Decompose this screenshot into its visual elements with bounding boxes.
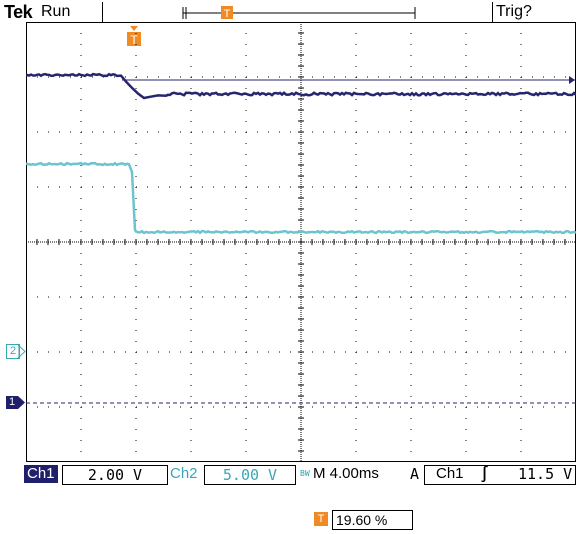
graticule xyxy=(26,22,576,462)
divider xyxy=(492,2,493,22)
trigger-level: 11.5 V xyxy=(518,465,572,483)
trigger-position-icon: T xyxy=(314,512,328,526)
scope-display xyxy=(26,22,576,462)
ch1-marker-arrow-icon xyxy=(18,396,26,409)
trigger-mode[interactable]: A xyxy=(410,465,419,483)
ch1-scale[interactable]: 2.00 V xyxy=(62,465,168,485)
trigger-level-arrow-icon xyxy=(569,76,575,84)
trigger-status: Trig? xyxy=(496,3,532,21)
divider xyxy=(102,2,103,22)
ch2-scale[interactable]: 5.00 V xyxy=(204,465,296,485)
ch1-ground-marker-icon[interactable]: 1 xyxy=(6,396,18,409)
timebase[interactable]: M 4.00ms xyxy=(313,465,379,483)
trigger-position-value: 19.60 % xyxy=(332,510,413,530)
ch2-marker-label: 2 xyxy=(10,345,16,357)
trigger-source: Ch1 xyxy=(436,465,464,483)
svg-text:T: T xyxy=(224,8,231,20)
brand-logo: Tek xyxy=(4,2,32,23)
status-bar: Ch1 2.00 V Ch2 5.00 V BW M 4.00ms A Ch1 … xyxy=(24,465,576,485)
top-bar: Tek Run T Trig? xyxy=(0,0,582,24)
bandwidth-limit-indicator: BW xyxy=(300,469,310,478)
trigger-position-marker: T xyxy=(314,512,328,526)
ch1-marker-label: 1 xyxy=(9,396,15,408)
run-state: Run xyxy=(41,3,70,21)
record-window-indicator: T xyxy=(180,2,420,24)
ch2-marker-arrow-icon xyxy=(18,344,26,359)
ch2-label[interactable]: Ch2 xyxy=(170,465,198,483)
ch1-badge[interactable]: Ch1 xyxy=(24,465,58,483)
trigger-slope-icon: ∫ xyxy=(480,465,489,483)
